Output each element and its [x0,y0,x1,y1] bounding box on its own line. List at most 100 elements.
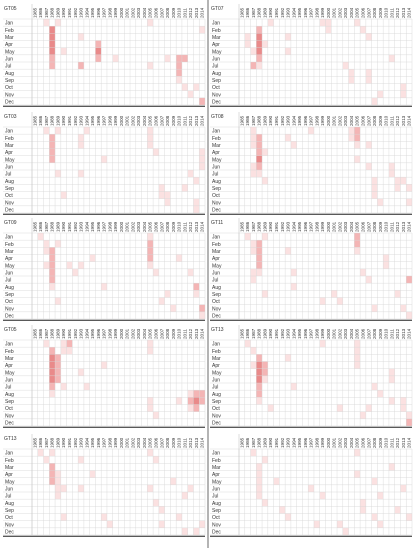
year-tick-label: 2000 [326,115,331,126]
year-tick-label: 2011 [389,222,394,232]
month-label: Oct [212,85,220,91]
heatmap-cell [193,83,200,91]
year-tick-label: 2006 [153,328,158,339]
heatmap-cell [400,484,407,492]
heatmap-cell [365,33,372,41]
year-tick-label: 1999 [113,328,118,339]
heatmap-cell [290,141,297,149]
heatmap-cell [262,290,268,298]
month-label: Mar [212,249,221,255]
year-tick-label: 2012 [188,328,193,339]
year-tick-label: 2013 [401,7,406,18]
year-tick-label: 2013 [401,115,406,126]
heatmap-cell [354,347,361,355]
month-label: Jan [5,235,13,241]
heatmap-cell [199,311,205,319]
heatmap-cell [60,513,67,521]
year-tick-label: 1989 [55,221,60,232]
year-tick-label: 2002 [130,221,135,232]
year-tick-label: 1994 [291,328,296,339]
month-label: Jun [5,164,13,170]
heatmap-cell [250,247,257,255]
heatmap-cell [49,477,56,485]
heatmap-cell [193,198,200,206]
panel-label: GT07 [211,6,224,12]
year-tick-label: 2005 [355,221,360,232]
heatmap-cell [348,134,355,142]
heatmap-cell [354,247,361,255]
heatmap-cell [377,90,384,98]
year-tick-label: 1993 [79,328,84,339]
heatmap-cell [101,283,107,291]
heatmap-cell [354,134,361,142]
heatmap-cell [319,297,326,305]
month-label: Sep [5,508,14,514]
heatmap-cell [101,155,107,163]
heatmap-cell [360,411,366,419]
month-label: Jul [212,278,218,284]
month-label: Oct [5,515,13,521]
heatmap-cell [55,354,61,362]
year-tick-label: 2005 [355,115,360,126]
heatmap-cell [360,499,366,507]
year-tick-label: 2014 [200,437,205,448]
heatmap-cell [256,26,263,34]
year-tick-label: 1987 [251,328,256,339]
heatmap-cell [256,47,263,55]
year-tick-label: 1987 [44,437,49,448]
year-tick-label: 2009 [171,221,176,232]
heatmap-cell [153,148,159,156]
month-label: Apr [5,150,13,156]
year-tick-label: 2002 [130,115,135,126]
heatmap-cell [377,492,384,500]
heatmap-cell [176,254,182,262]
year-tick-label: 2012 [395,221,400,232]
year-tick-label: 1996 [96,221,101,232]
heatmap-cell [256,368,263,376]
month-label: Apr [5,472,13,478]
heatmap-cell [106,520,113,528]
month-label: May [212,263,222,269]
year-tick-label: 2011 [182,222,187,232]
heatmap-cell [365,76,372,84]
heatmap-cell [49,390,56,398]
year-tick-label: 2010 [177,437,182,448]
year-tick-label: 2005 [148,7,153,18]
heatmap-cell [285,513,291,521]
year-tick-label: 1998 [107,221,112,232]
heatmap-panel-4: GT08 1985 1986 1987 1988 1989 1990 1991 1992 1993… [210,112,413,215]
month-label: Nov [212,92,221,98]
year-tick-label: 2003 [136,221,141,232]
month-label: Dec [5,99,14,105]
month-label: Nov [212,306,221,312]
year-tick-label: 1989 [262,7,267,18]
heatmap-cell [290,383,297,391]
year-tick-label: 2006 [153,221,158,232]
heatmap-cell [256,261,263,269]
year-tick-label: 2010 [177,328,182,339]
heatmap-cell [147,261,154,269]
month-label: Nov [212,200,221,206]
year-tick-label: 2009 [171,115,176,126]
year-tick-label: 1997 [309,437,314,448]
year-tick-label: 1988 [257,7,262,18]
heatmap-cell [89,254,96,262]
month-label: Sep [212,186,221,192]
year-tick-label: 2000 [119,437,124,448]
heatmap-cell [49,268,56,276]
heatmap-cell [400,83,407,91]
heatmap-cell [244,33,251,41]
year-tick-label: 1992 [73,437,78,448]
year-tick-label: 1993 [286,437,291,448]
heatmap-cell [267,19,274,27]
year-tick-label: 1997 [309,115,314,126]
year-tick-label: 1986 [38,115,43,126]
year-tick-label: 2005 [148,437,153,448]
heatmap-cell [101,513,107,521]
year-tick-label: 1998 [107,437,112,448]
year-tick-label: 1997 [102,328,107,339]
panel-label: GT11 [211,220,223,226]
year-tick-label: 1995 [297,328,302,339]
heatmap-panel-7: GT05 1985 1986 1987 1988 1989 1990 1991 1992 1993… [3,325,206,428]
heatmap-cell [400,90,407,98]
